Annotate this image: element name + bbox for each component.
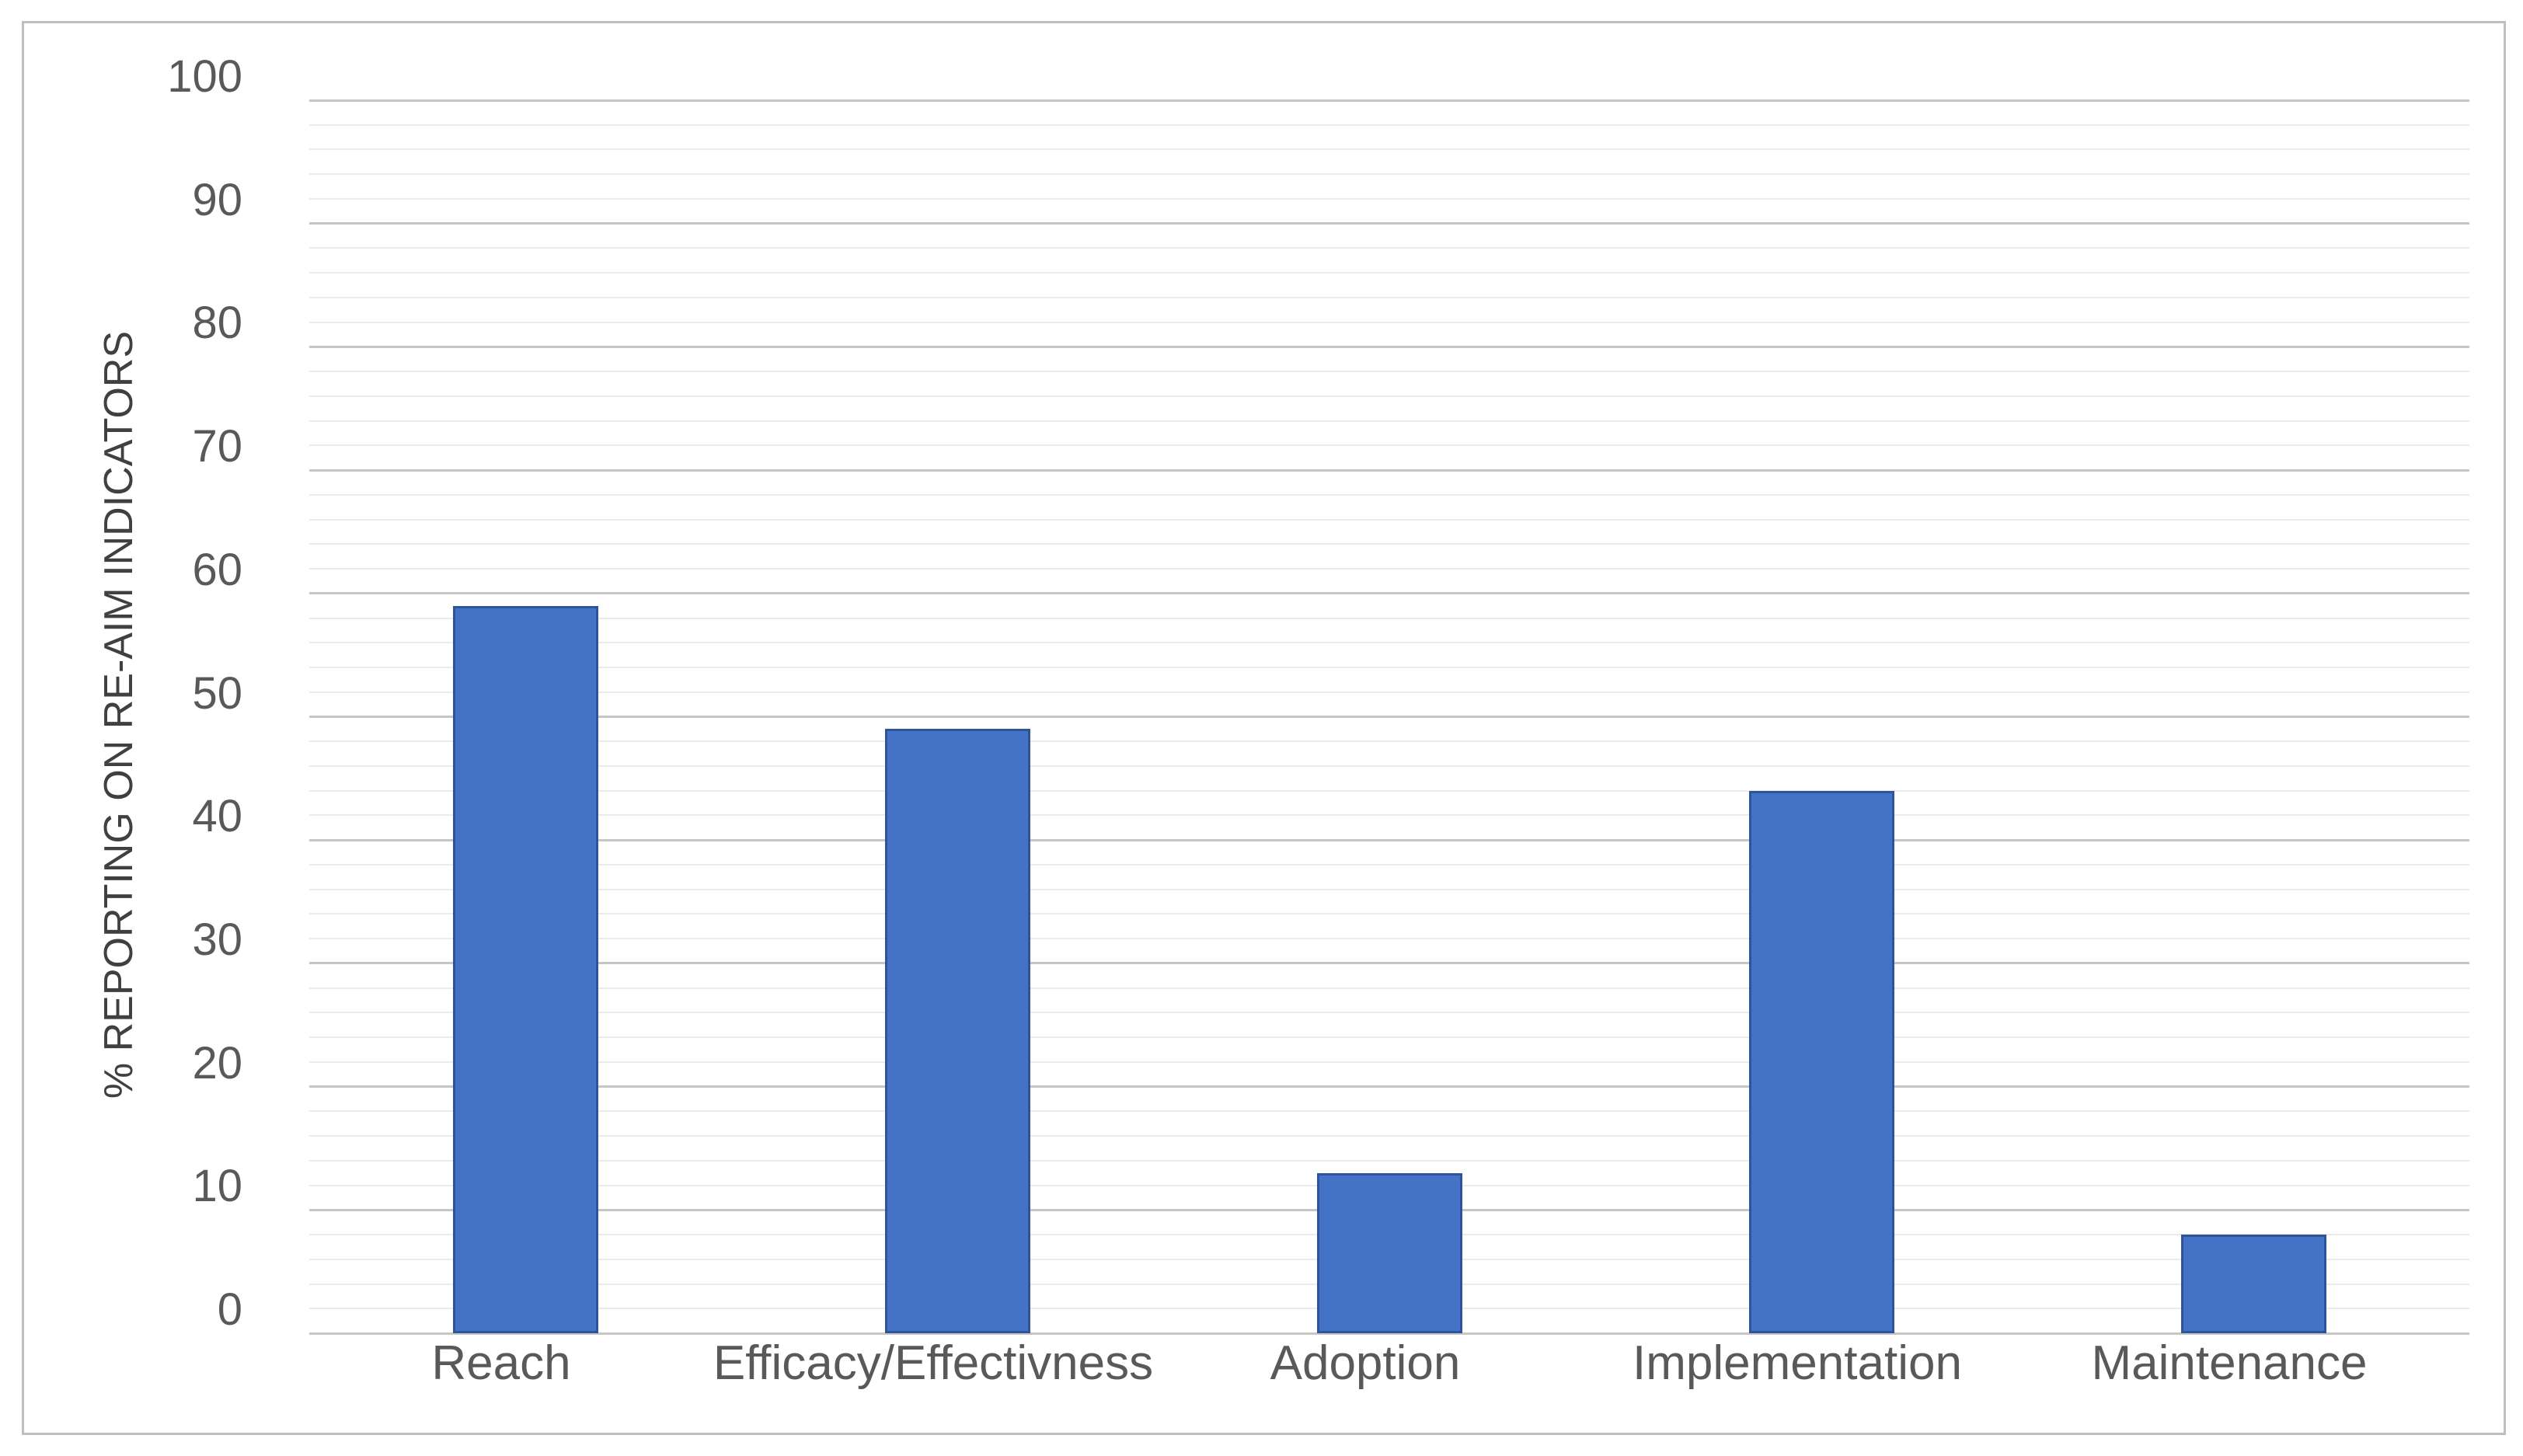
minor-gridline-82 bbox=[309, 321, 2469, 323]
bar-implementation bbox=[1748, 790, 1894, 1333]
minor-gridline-76 bbox=[309, 395, 2469, 397]
major-gridline-0 bbox=[309, 1332, 2469, 1335]
y-tick-label-10: 10 bbox=[192, 1161, 242, 1212]
minor-gridline-94 bbox=[309, 173, 2469, 176]
y-tick-label-60: 60 bbox=[192, 544, 242, 595]
minor-gridline-88 bbox=[309, 247, 2469, 249]
y-tick-label-50: 50 bbox=[192, 667, 242, 719]
minor-gridline-66 bbox=[309, 518, 2469, 521]
minor-gridline-22 bbox=[309, 1061, 2469, 1063]
chart-frame bbox=[22, 21, 2506, 1435]
major-gridline-100 bbox=[309, 99, 2469, 102]
minor-gridline-96 bbox=[309, 148, 2469, 151]
minor-gridline-48 bbox=[309, 740, 2469, 743]
y-tick-label-0: 0 bbox=[217, 1284, 242, 1335]
minor-gridline-62 bbox=[309, 568, 2469, 570]
minor-gridline-26 bbox=[309, 1012, 2469, 1014]
major-gridline-50 bbox=[309, 716, 2469, 718]
minor-gridline-42 bbox=[309, 814, 2469, 817]
x-axis-label-adoption: Adoption bbox=[1270, 1336, 1461, 1390]
major-gridline-60 bbox=[309, 592, 2469, 595]
minor-gridline-32 bbox=[309, 938, 2469, 940]
y-tick-label-20: 20 bbox=[192, 1037, 242, 1089]
plot-area bbox=[309, 99, 2469, 1335]
major-gridline-80 bbox=[309, 345, 2469, 348]
y-tick-label-40: 40 bbox=[192, 791, 242, 842]
minor-gridline-92 bbox=[309, 197, 2469, 200]
minor-gridline-18 bbox=[309, 1110, 2469, 1113]
minor-gridline-74 bbox=[309, 420, 2469, 422]
minor-gridline-34 bbox=[309, 913, 2469, 915]
bar-maintenance bbox=[2180, 1235, 2326, 1333]
y-tick-label-90: 90 bbox=[192, 174, 242, 225]
minor-gridline-24 bbox=[309, 1036, 2469, 1039]
y-axis-title: % REPORTING ON RE-AIM INDICATORS bbox=[96, 330, 141, 1099]
minor-gridline-64 bbox=[309, 543, 2469, 545]
minor-gridline-68 bbox=[309, 493, 2469, 496]
minor-gridline-28 bbox=[309, 987, 2469, 989]
major-gridline-40 bbox=[309, 838, 2469, 841]
minor-gridline-78 bbox=[309, 371, 2469, 373]
minor-gridline-84 bbox=[309, 296, 2469, 298]
minor-gridline-38 bbox=[309, 863, 2469, 866]
y-tick-label-70: 70 bbox=[192, 421, 242, 472]
y-tick-label-100: 100 bbox=[167, 51, 242, 102]
bar-efficacy-effectivness bbox=[884, 729, 1030, 1333]
minor-gridline-14 bbox=[309, 1159, 2469, 1162]
major-gridline-30 bbox=[309, 962, 2469, 965]
minor-gridline-36 bbox=[309, 888, 2469, 890]
major-gridline-20 bbox=[309, 1085, 2469, 1089]
minor-gridline-16 bbox=[309, 1135, 2469, 1137]
bar-reach bbox=[452, 605, 598, 1333]
minor-gridline-86 bbox=[309, 272, 2469, 274]
minor-gridline-56 bbox=[309, 642, 2469, 644]
x-axis-label-maintenance: Maintenance bbox=[2091, 1336, 2368, 1390]
minor-gridline-72 bbox=[309, 444, 2469, 447]
x-axis-label-efficacy-effectivness: Efficacy/Effectivness bbox=[713, 1336, 1154, 1390]
y-tick-label-80: 80 bbox=[192, 298, 242, 349]
major-gridline-90 bbox=[309, 222, 2469, 225]
x-axis-label-implementation: Implementation bbox=[1633, 1336, 1962, 1390]
minor-gridline-58 bbox=[309, 617, 2469, 619]
major-gridline-70 bbox=[309, 468, 2469, 472]
minor-gridline-54 bbox=[309, 667, 2469, 669]
x-axis-label-reach: Reach bbox=[431, 1336, 571, 1390]
bar-adoption bbox=[1316, 1172, 1462, 1333]
y-tick-label-30: 30 bbox=[192, 914, 242, 965]
minor-gridline-52 bbox=[309, 691, 2469, 693]
minor-gridline-44 bbox=[309, 789, 2469, 792]
minor-gridline-46 bbox=[309, 765, 2469, 767]
minor-gridline-98 bbox=[309, 124, 2469, 126]
